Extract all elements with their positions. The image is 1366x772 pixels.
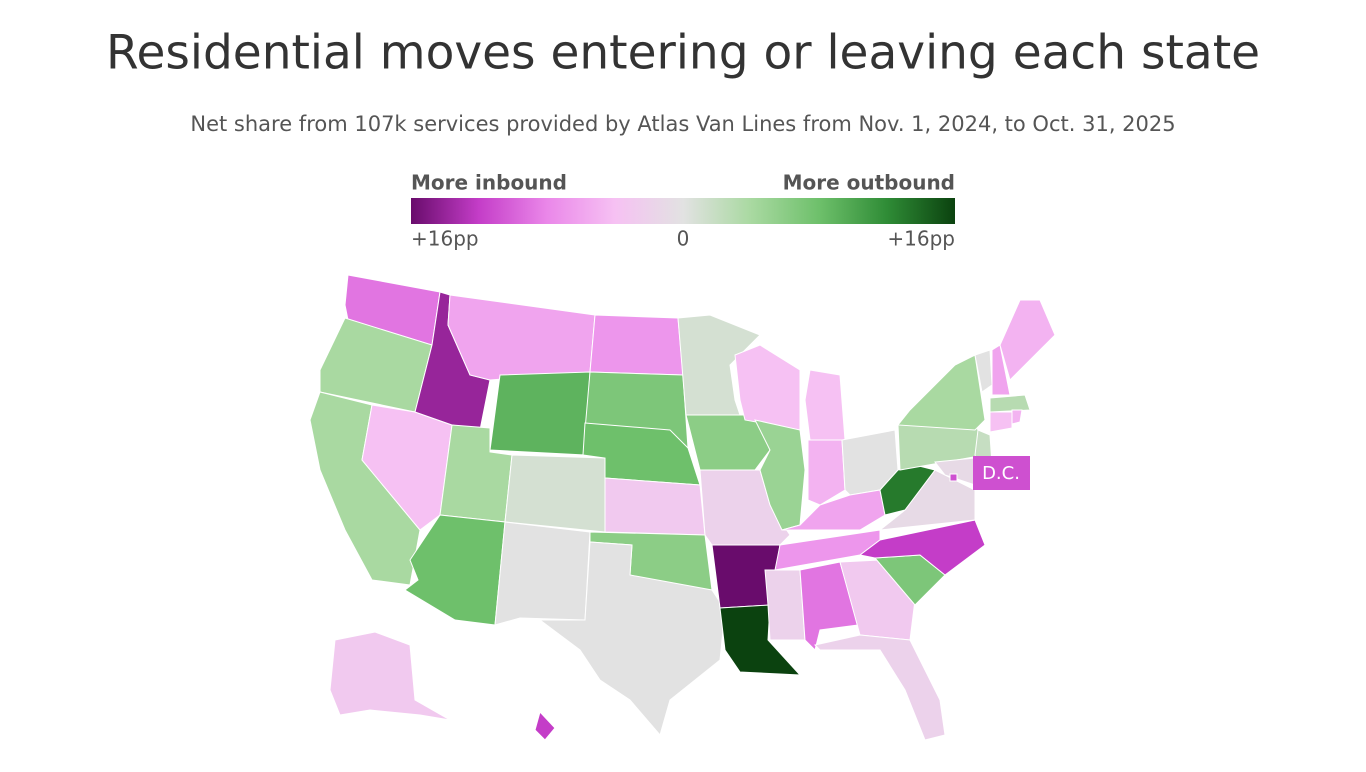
state <box>897 354 986 431</box>
legend-right-label: More outbound <box>783 171 955 195</box>
state <box>781 489 886 531</box>
state <box>447 294 596 381</box>
state <box>319 317 433 413</box>
state <box>329 631 451 721</box>
legend-gradient <box>411 198 955 224</box>
state <box>589 314 684 376</box>
state <box>538 541 726 737</box>
state <box>604 477 706 536</box>
state <box>807 439 846 506</box>
legend-left-label: More inbound <box>411 171 567 195</box>
state <box>489 371 591 456</box>
map <box>309 274 1056 741</box>
state <box>804 369 846 441</box>
legend-tick-label: +16pp <box>887 227 955 251</box>
state <box>991 344 1011 396</box>
subtitle: Net share from 107k services provided by… <box>190 112 1175 136</box>
state <box>1011 409 1023 425</box>
dc-callout <box>973 456 1030 490</box>
title: Residential moves entering or leaving ea… <box>106 26 1260 81</box>
state <box>999 299 1056 381</box>
state <box>949 473 958 482</box>
dc-label: D.C. <box>982 463 1020 484</box>
state <box>989 394 1031 413</box>
state <box>989 411 1013 433</box>
state <box>504 454 606 533</box>
state <box>858 519 986 576</box>
state <box>879 464 936 516</box>
state <box>494 521 591 626</box>
state <box>734 344 801 431</box>
legend-tick-label: 0 <box>677 227 690 251</box>
legend-tick-label: +16pp <box>411 227 479 251</box>
state <box>764 569 806 641</box>
state <box>814 634 946 741</box>
state <box>534 711 556 741</box>
